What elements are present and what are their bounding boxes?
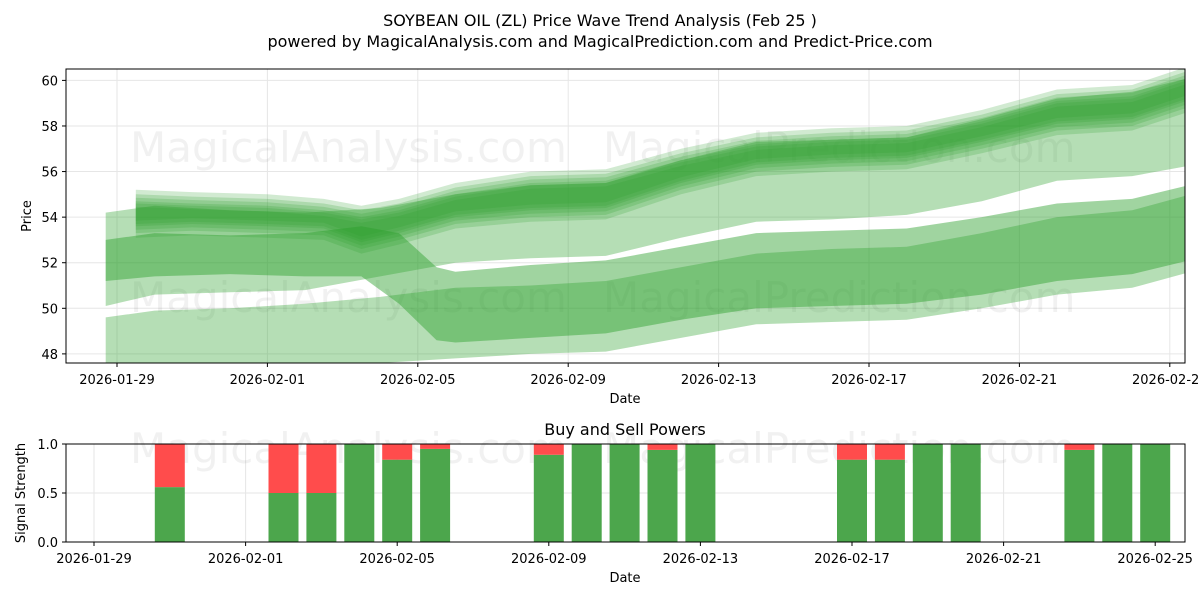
- lower-wide-band: [105, 195, 1185, 363]
- sell-bar: [306, 444, 337, 493]
- watermark-analysis-top: MagicalAnalysis.com: [130, 123, 567, 172]
- buy-bar: [1102, 444, 1133, 542]
- watermark-analysis-mid: MagicalAnalysis.com: [130, 273, 567, 322]
- price-y-tick-label: 60: [41, 74, 58, 89]
- signal-x-tick-label: 2026-01-29: [56, 552, 132, 567]
- price-x-axis-label: Date: [609, 392, 640, 407]
- price-y-tick-label: 56: [41, 166, 58, 181]
- sell-bar: [533, 444, 564, 455]
- signal-y-axis-label: Signal Strength: [14, 443, 29, 543]
- buy-bar: [420, 448, 451, 542]
- buy-bar: [685, 444, 716, 542]
- sell-bar: [837, 444, 867, 460]
- signal-x-tick-label: 2026-02-09: [511, 552, 587, 567]
- price-y-tick-label: 52: [41, 257, 58, 272]
- signal-x-tick-label: 2026-02-17: [814, 552, 890, 567]
- price-x-tick-label: 2026-02-25: [1132, 373, 1200, 388]
- price-axes-frame: [65, 68, 1186, 364]
- watermark-prediction-mid: MagicalPrediction.com: [603, 273, 1076, 322]
- price-x-tick-label: 2026-02-09: [530, 373, 606, 388]
- price-y-tick-label: 58: [41, 120, 58, 135]
- price-watermarks: MagicalAnalysis.com MagicalPrediction.co…: [130, 123, 1076, 322]
- price-trend: [135, 75, 1185, 246]
- price-x-tick-label: 2026-02-21: [982, 373, 1058, 388]
- buy-bar: [1140, 444, 1171, 542]
- signal-x-tick-label: 2026-02-25: [1117, 552, 1193, 567]
- price-x-ticks: 2026-01-29 2026-02-01 2026-02-05 2026-02-09…: [79, 363, 1200, 388]
- price-y-tick-label: 48: [41, 348, 58, 363]
- buy-bar: [950, 444, 981, 542]
- signal-y-tick-label: 0.5: [37, 487, 58, 502]
- price-x-tick-label: 2026-01-29: [79, 373, 155, 388]
- sell-bar: [647, 444, 678, 450]
- signal-x-tick-label: 2026-02-21: [966, 552, 1042, 567]
- price-y-tick-label: 54: [41, 211, 58, 226]
- signal-y-ticks: 0.0 0.5 1.0: [37, 438, 66, 551]
- mid-band: [105, 186, 1185, 343]
- buy-bar: [609, 444, 640, 542]
- price-panel: MagicalAnalysis.com MagicalPrediction.co…: [20, 68, 1200, 407]
- sell-bar: [874, 444, 905, 460]
- signal-x-axis-label: Date: [609, 571, 640, 586]
- price-bands: [105, 69, 1185, 363]
- signal-panel: Buy and Sell Powers MagicalAnalysis.com …: [14, 420, 1193, 586]
- chart-subtitle: powered by MagicalAnalysis.com and Magic…: [267, 32, 932, 51]
- signal-y-tick-label: 0.0: [37, 536, 58, 551]
- sell-bar: [420, 444, 451, 449]
- price-y-ticks: 48 50 52 54 56 58 60: [41, 74, 66, 363]
- signal-x-ticks: 2026-01-29 2026-02-01 2026-02-05 2026-02-09…: [56, 542, 1193, 567]
- buy-bar: [647, 449, 678, 542]
- signal-bars: [154, 444, 1171, 542]
- price-x-tick-label: 2026-02-13: [681, 373, 757, 388]
- sell-bar: [1064, 444, 1095, 450]
- buy-bar: [1064, 449, 1095, 542]
- buy-bar: [382, 459, 413, 542]
- buy-bar: [533, 454, 564, 542]
- signal-x-tick-label: 2026-02-01: [208, 552, 284, 567]
- buy-bar: [154, 487, 185, 542]
- sell-bar: [382, 444, 413, 460]
- chart-title: SOYBEAN OIL (ZL) Price Wave Trend Analys…: [383, 11, 817, 30]
- price-x-tick-label: 2026-02-17: [831, 373, 907, 388]
- buy-bar: [837, 459, 867, 542]
- buy-bar: [344, 444, 375, 542]
- buy-bar: [912, 444, 943, 542]
- sell-bar: [154, 444, 185, 488]
- price-y-axis-label: Price: [20, 200, 35, 232]
- watermark-prediction-top: MagicalPrediction.com: [603, 123, 1076, 172]
- buy-bar: [306, 493, 337, 542]
- price-trend: [135, 69, 1185, 254]
- price-x-tick-label: 2026-02-01: [230, 373, 306, 388]
- signal-title: Buy and Sell Powers: [544, 420, 706, 439]
- upper-wide-band: [105, 79, 1185, 306]
- signal-x-tick-label: 2026-02-05: [359, 552, 435, 567]
- signal-y-tick-label: 1.0: [37, 438, 58, 453]
- buy-bar: [571, 444, 602, 542]
- sell-bar: [268, 444, 299, 493]
- price-y-tick-label: 50: [41, 302, 58, 317]
- price-x-tick-label: 2026-02-05: [380, 373, 456, 388]
- price-trend: [135, 71, 1185, 249]
- buy-bar: [874, 459, 905, 542]
- price-grid: [66, 69, 1185, 363]
- signal-x-tick-label: 2026-02-13: [663, 552, 739, 567]
- buy-bar: [268, 493, 299, 542]
